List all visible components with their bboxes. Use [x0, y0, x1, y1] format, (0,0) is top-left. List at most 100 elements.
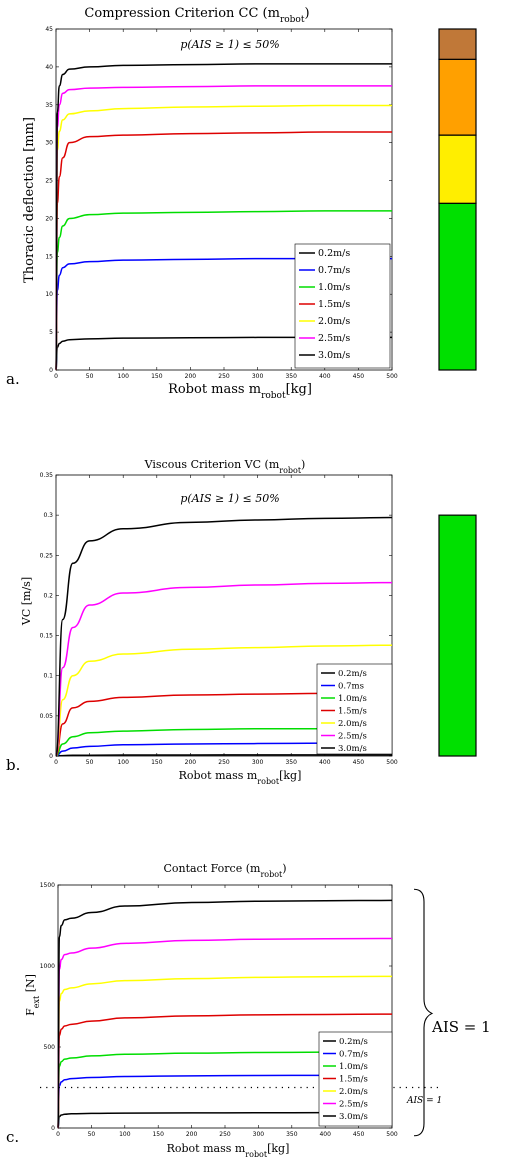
x-tick-label: 150 [151, 759, 163, 766]
series-line-1-0m-s [57, 1051, 393, 1129]
legend-entry: 0.2m/s [339, 1037, 368, 1047]
series-line-3-0m-s [55, 63, 392, 371]
y-tick-label: 0.1 [43, 673, 53, 680]
legend-entry: 2.0m/s [339, 1087, 368, 1097]
legend-entry: 0.7m/s [339, 1050, 368, 1060]
severity-bar-a [438, 28, 477, 371]
y-tick-label: 0.2 [43, 592, 53, 599]
y-tick-label: 40 [45, 64, 53, 71]
x-tick-label: 500 [386, 373, 398, 380]
series-line-1-0m-s [55, 210, 392, 371]
x-tick-label: 0 [54, 759, 58, 766]
y-tick-label: 1500 [40, 882, 55, 889]
legend-entry: 3.0m/s [339, 1112, 368, 1122]
chart-c-ylabel: Fext [N] [24, 974, 41, 1016]
legend-entry: 1.5m/s [318, 299, 350, 310]
x-tick-label: 350 [286, 1131, 298, 1138]
series-line-2-5m-s [55, 581, 393, 757]
x-tick-label: 300 [252, 373, 264, 380]
legend-entry: 2.0m/s [318, 316, 350, 327]
severity-segment [438, 134, 477, 204]
x-tick-label: 150 [152, 1131, 164, 1138]
x-tick-label: 350 [285, 373, 297, 380]
x-tick-label: 350 [285, 759, 297, 766]
legend-entry: 2.5m/s [339, 1100, 368, 1110]
y-tick-label: 1000 [40, 963, 55, 970]
series-line-3-0m-s [55, 516, 393, 757]
y-tick-label: 500 [44, 1044, 56, 1051]
chart-b-plot: 0 50 100 150 200 250 300 350 400 450 500 0 0.05 0.1 0.… [40, 472, 398, 766]
severity-segment [438, 58, 477, 136]
legend-entry: 1.0m/s [338, 694, 367, 704]
legend-entry: 0.2m/s [318, 248, 350, 259]
panel-label-c: c. [6, 1128, 19, 1146]
x-tick-label: 50 [86, 373, 94, 380]
chart-a-annotation: p(AIS ≥ 1) ≤ 50% [180, 38, 279, 51]
x-tick-label: 50 [86, 759, 94, 766]
series-line-1-0m-s [55, 727, 393, 757]
chart-viscous-criterion: Viscous Criterion VC (mrobot) p(AIS ≥ 1)… [6, 458, 477, 786]
y-tick-label: 35 [45, 102, 53, 109]
x-tick-label: 200 [186, 1131, 198, 1138]
legend: 0.2m/s 0.7ms 1.0m/s 1.5m/s 2.0m/s 2.5m/s 3.0m/… [316, 663, 393, 755]
legend-entry: 0.7m/s [318, 265, 350, 276]
chart-contact-force: Contact Force (mrobot) Robot mass mrobot… [6, 862, 491, 1159]
series-line-1-5m-s [55, 131, 392, 371]
chart-c-xlabel: Robot mass mrobot[kg] [167, 1142, 290, 1159]
x-tick-label: 450 [353, 759, 365, 766]
series-line-0-7ms [55, 742, 392, 757]
y-tick-label: 0.25 [40, 552, 54, 559]
series-line-0-2m-s [55, 336, 392, 371]
series-line-0-2m-s [55, 754, 392, 757]
legend-entry: 0.7ms [338, 682, 364, 692]
x-tick-label: 300 [252, 759, 264, 766]
panel-label-b: b. [6, 756, 20, 774]
x-tick-label: 0 [54, 373, 58, 380]
x-tick-label: 100 [117, 373, 129, 380]
x-tick-label: 0 [56, 1131, 60, 1138]
x-tick-label: 150 [151, 373, 163, 380]
series-line-3-0m-s [57, 899, 393, 1129]
x-tick-label: 250 [219, 1131, 231, 1138]
x-tick-label: 400 [319, 1131, 331, 1138]
y-tick-label: 0.15 [40, 633, 54, 640]
legend: 0.2m/s 0.7m/s 1.0m/s 1.5m/s 2.0m/s 2.5m/s 3.0m… [294, 243, 391, 369]
x-tick-label: 400 [319, 373, 331, 380]
series-line-1-5m-s [55, 692, 392, 757]
x-tick-label: 400 [319, 759, 331, 766]
legend-box [316, 663, 393, 755]
chart-a-ylabel: Thoracic deflection [mm] [22, 117, 37, 283]
x-tick-label: 200 [185, 373, 197, 380]
chart-c-title: Contact Force (mrobot) [163, 862, 286, 879]
y-tick-label: 0.35 [40, 472, 54, 479]
y-tick-label: 45 [45, 26, 53, 33]
chart-b-annotation: p(AIS ≥ 1) ≤ 50% [180, 492, 279, 505]
severity-segment [438, 28, 477, 60]
chart-b-xlabel: Robot mass mrobot[kg] [179, 769, 302, 786]
legend-entry: 0.2m/s [338, 669, 367, 679]
series-line-2-0m-s [55, 644, 393, 757]
severity-bar-b [438, 514, 477, 757]
y-tick-label: 30 [45, 140, 53, 147]
series-line-2-5m-s [57, 937, 393, 1129]
x-tick-label: 500 [386, 1131, 398, 1138]
y-tick-label: 5 [49, 329, 53, 336]
series-line-1-5m-s [57, 1013, 393, 1129]
x-tick-label: 500 [386, 759, 398, 766]
chart-a-plot: 0 50 100 150 200 250 300 350 400 450 500 0 5 10 15 20 25… [45, 26, 398, 380]
y-tick-label: 0.05 [40, 713, 54, 720]
legend-entry: 2.5m/s [338, 732, 367, 742]
chart-b-title: Viscous Criterion VC (mrobot) [144, 458, 306, 475]
x-tick-label: 450 [353, 373, 365, 380]
y-tick-label: 0 [49, 367, 53, 374]
severity-segment [438, 202, 477, 371]
series-line-2-0m-s [57, 975, 393, 1129]
chart-b-ylabel: VC [m/s] [20, 577, 33, 626]
legend-entry: 3.0m/s [338, 744, 367, 754]
severity-segment [438, 514, 477, 757]
y-tick-label: 20 [45, 215, 53, 222]
y-tick-label: 0 [49, 753, 53, 760]
x-tick-label: 450 [353, 1131, 365, 1138]
y-tick-label: 10 [45, 291, 53, 298]
